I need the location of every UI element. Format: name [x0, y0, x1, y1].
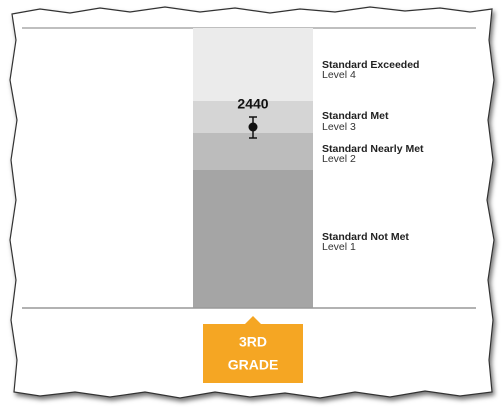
- level-number: Level 2: [322, 153, 356, 165]
- band-level-4: [193, 28, 313, 101]
- level-name: Standard Not Met: [322, 231, 409, 243]
- band-level-2: [193, 133, 313, 170]
- grade-line: GRADE: [228, 357, 279, 373]
- level-name: Standard Nearly Met: [322, 143, 424, 155]
- band-level-1: [193, 170, 313, 308]
- score-point: [248, 122, 258, 132]
- level-number: Level 1: [322, 241, 356, 253]
- score: 2440: [237, 96, 268, 112]
- level-name: Standard Met: [322, 110, 389, 122]
- level-name: Standard Exceeded: [322, 59, 419, 71]
- grade-badge: [203, 316, 303, 383]
- level-number: Level 3: [322, 121, 356, 133]
- level-number: Level 4: [322, 69, 356, 81]
- grade-line: 3RD: [239, 334, 267, 350]
